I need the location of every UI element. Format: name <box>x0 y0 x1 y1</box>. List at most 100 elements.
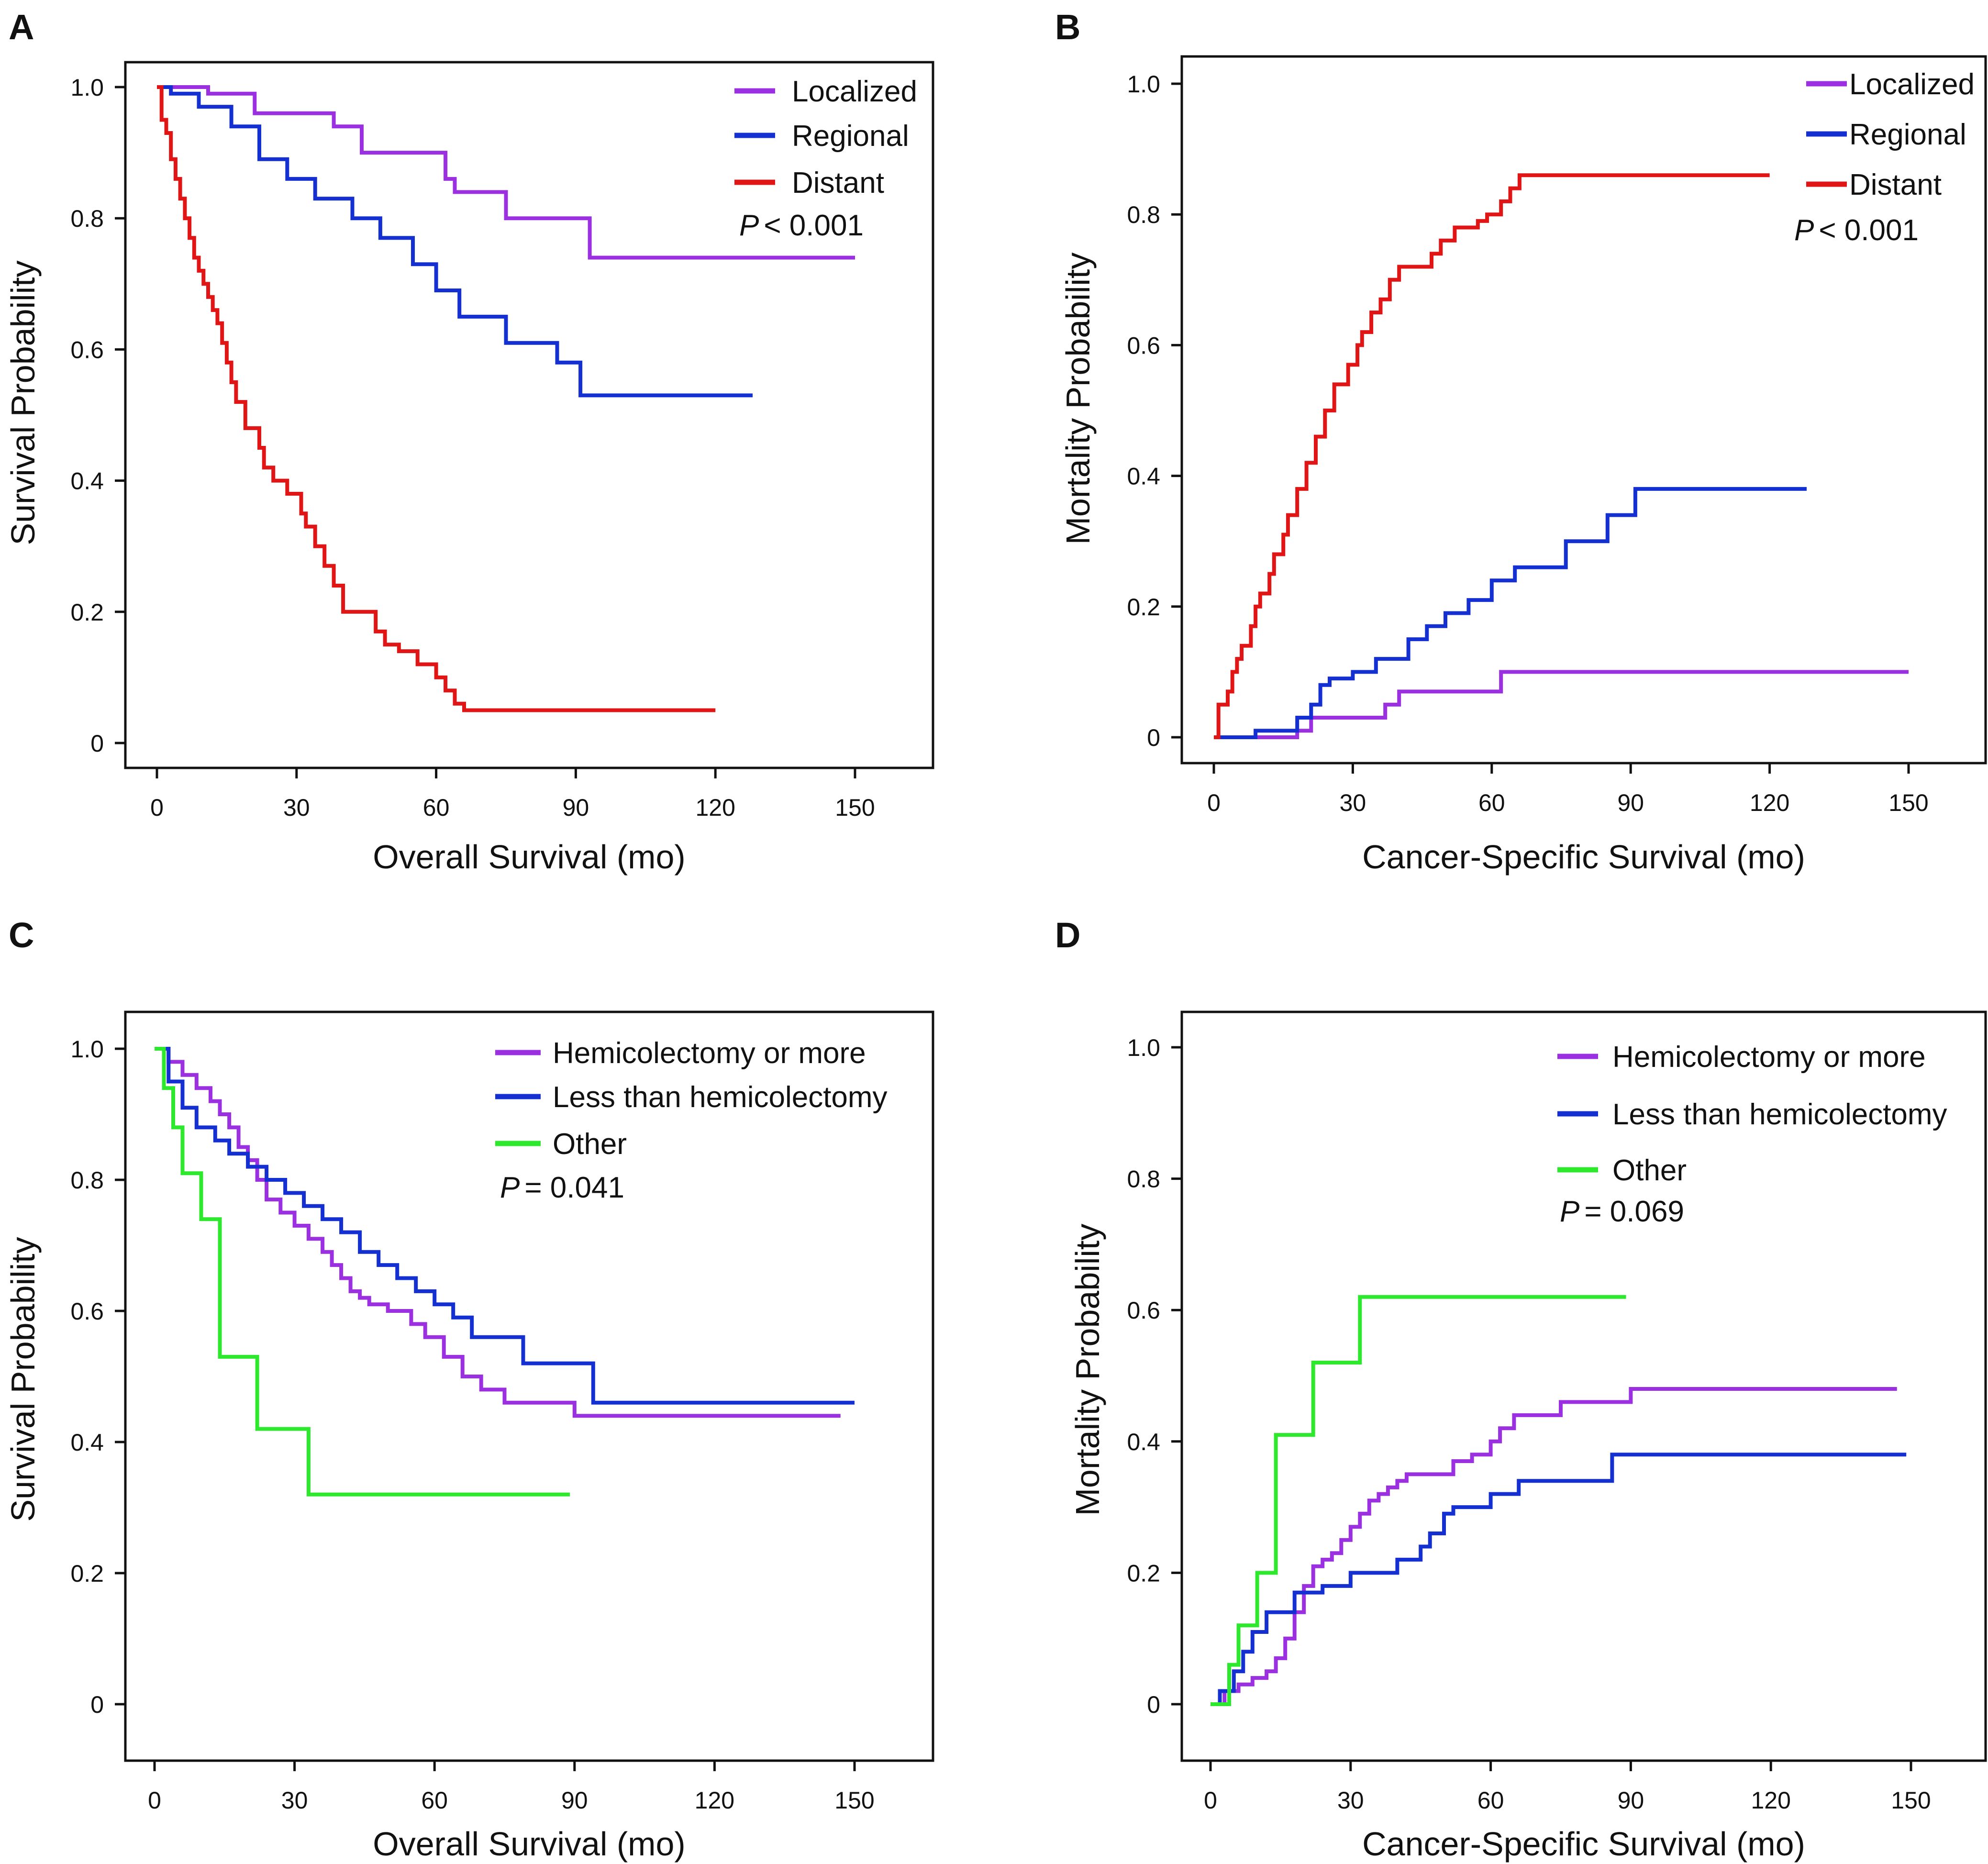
y-tick-label: 0.2 <box>70 1560 104 1587</box>
y-tick-label: 0 <box>1147 1691 1160 1718</box>
x-tick-label: 120 <box>1751 1787 1790 1814</box>
y-tick-label: 0.4 <box>70 468 104 495</box>
legend-label-localized: Localized <box>792 75 917 108</box>
x-tick-label: 60 <box>423 794 450 821</box>
x-axis-title: Cancer-Specific Survival (mo) <box>1362 1825 1805 1863</box>
p-value-text: = 0.041 <box>524 1171 624 1204</box>
y-tick-label: 0.4 <box>1127 463 1160 490</box>
y-tick-label: 0.2 <box>70 599 104 626</box>
p-value-symbol: P <box>1560 1195 1579 1228</box>
legend-label-distant: Distant <box>792 166 884 200</box>
y-tick-label: 0 <box>1147 724 1160 751</box>
series-line-localized <box>157 85 855 260</box>
x-tick-label: 30 <box>1340 789 1366 816</box>
y-tick-label: 1.0 <box>1127 71 1160 98</box>
y-tick-label: 0.6 <box>70 336 104 363</box>
x-tick-label: 30 <box>283 794 310 821</box>
y-tick-label: 0.2 <box>1127 594 1160 621</box>
panel-d: D 0 0.2 0.4 0.6 0.8 1.0 0 30 60 90 120 150 Cancer-Spe… <box>1055 915 1987 1863</box>
x-tick-label: 0 <box>150 794 164 821</box>
series-line-regional <box>157 85 753 398</box>
p-value-text: < 0.001 <box>764 209 864 242</box>
p-value-symbol: P <box>500 1171 520 1204</box>
plot-frame <box>1180 1010 1987 1762</box>
panel-b: B 0 0.2 0.4 0.6 0.8 1.0 0 30 60 90 120 150 Cancer-Spe… <box>1055 7 1987 876</box>
x-tick-label: 150 <box>835 794 875 821</box>
series-line-other <box>1211 1295 1626 1706</box>
series-line-other <box>155 1047 570 1497</box>
series-line-regional <box>1214 487 1807 739</box>
x-tick-label: 60 <box>1478 789 1505 816</box>
x-tick-label: 90 <box>1618 1787 1644 1814</box>
p-value: P = 0.069 <box>1560 1195 1684 1228</box>
legend-label-other: Other <box>553 1128 627 1161</box>
p-value-text: < 0.001 <box>1819 214 1919 247</box>
y-tick-label: 1.0 <box>70 74 104 101</box>
x-tick-label: 120 <box>1750 789 1789 816</box>
y-axis-title: Mortality Probability <box>1069 1224 1106 1516</box>
p-value-symbol: P <box>739 209 759 242</box>
y-tick-label: 0.6 <box>1127 1297 1160 1324</box>
x-tick-label: 0 <box>148 1787 161 1814</box>
series-line-hemicolectomy-or-more <box>1211 1387 1897 1706</box>
y-tick-label: 0.4 <box>70 1429 104 1456</box>
legend-label-localized: Localized <box>1849 68 1975 101</box>
x-tick-label: 90 <box>1617 789 1644 816</box>
x-tick-label: 150 <box>1891 1787 1931 1814</box>
y-axis-title: Survival Probability <box>4 1237 42 1521</box>
y-tick-label: 0 <box>90 1691 104 1718</box>
x-tick-label: 30 <box>281 1787 308 1814</box>
y-tick-label: 0 <box>90 730 104 757</box>
x-axis-title: Overall Survival (mo) <box>373 838 685 876</box>
y-tick-label: 0.4 <box>1127 1429 1160 1455</box>
legend-label-regional: Regional <box>1849 118 1966 151</box>
panel-c: C 0 0.2 0.4 0.6 0.8 1.0 0 30 60 90 120 150 Overall Su… <box>4 915 934 1863</box>
plot-frame <box>124 1010 934 1762</box>
x-tick-label: 120 <box>695 794 735 821</box>
legend-label-regional: Regional <box>792 120 909 153</box>
series-line-distant <box>157 85 716 712</box>
series-line-less-than-hemicolectomy <box>1211 1453 1907 1706</box>
panel-a: A 0 0.2 0.4 0.6 0.8 1.0 0 30 60 90 120 150 Overall Su… <box>4 7 934 876</box>
panel-letter: C <box>9 915 34 955</box>
x-axis-title: Overall Survival (mo) <box>373 1825 685 1863</box>
x-tick-label: 150 <box>1888 789 1928 816</box>
legend-label-distant: Distant <box>1849 168 1942 201</box>
legend-label-hemicolectomy-or-more: Hemicolectomy or more <box>553 1037 866 1070</box>
legend-label-less-than-hemicolectomy: Less than hemicolectomy <box>553 1081 888 1114</box>
x-tick-label: 90 <box>563 794 589 821</box>
x-tick-label: 60 <box>421 1787 448 1814</box>
series-line-less-than-hemicolectomy <box>155 1047 855 1405</box>
y-axis-title: Survival Probability <box>4 260 42 545</box>
x-tick-label: 120 <box>695 1787 734 1814</box>
panel-letter: B <box>1055 7 1080 47</box>
y-tick-label: 0.8 <box>1127 1166 1160 1193</box>
plot-frame <box>1180 55 1987 765</box>
p-value-symbol: P <box>1794 214 1814 247</box>
x-tick-label: 0 <box>1204 1787 1217 1814</box>
x-tick-label: 30 <box>1337 1787 1364 1814</box>
p-value: P < 0.001 <box>739 209 864 242</box>
series-line-hemicolectomy-or-more <box>155 1047 841 1418</box>
x-tick-label: 150 <box>834 1787 874 1814</box>
legend-label-less-than-hemicolectomy: Less than hemicolectomy <box>1612 1098 1947 1131</box>
plot-frame <box>124 61 934 769</box>
series-line-distant <box>1214 173 1770 739</box>
y-tick-label: 0.8 <box>70 205 104 232</box>
y-tick-label: 0.2 <box>1127 1560 1160 1587</box>
p-value: P = 0.041 <box>500 1171 624 1204</box>
y-tick-label: 0.8 <box>70 1167 104 1194</box>
y-tick-label: 1.0 <box>1127 1034 1160 1061</box>
y-tick-label: 0.6 <box>1127 332 1160 359</box>
x-axis-title: Cancer-Specific Survival (mo) <box>1362 838 1805 876</box>
legend-label-other: Other <box>1612 1154 1687 1187</box>
y-tick-label: 0.6 <box>70 1298 104 1325</box>
panel-letter: A <box>9 7 34 47</box>
y-tick-label: 0.8 <box>1127 201 1160 228</box>
y-axis-title: Mortality Probability <box>1059 253 1097 545</box>
p-value-text: = 0.069 <box>1584 1195 1684 1228</box>
x-tick-label: 60 <box>1477 1787 1504 1814</box>
panel-letter: D <box>1055 915 1080 955</box>
x-tick-label: 0 <box>1207 789 1221 816</box>
